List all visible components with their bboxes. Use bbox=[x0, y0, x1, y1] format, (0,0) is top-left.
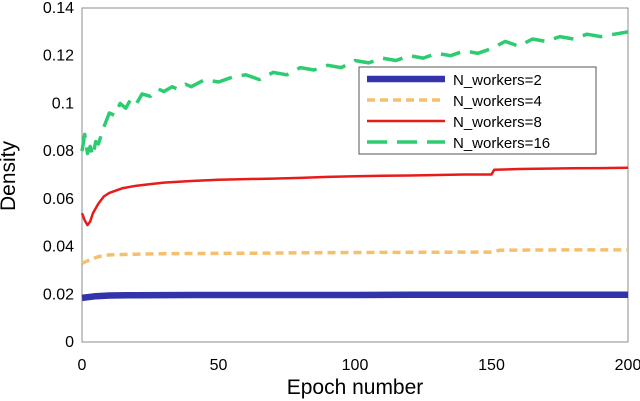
series-line-2 bbox=[81, 248, 628, 265]
series-line-3 bbox=[80, 166, 629, 227]
y-axis-ticks: 0 0.02 0.04 0.06 0.08 0.1 0.12 0.14 bbox=[43, 0, 74, 351]
y-axis-title: Density bbox=[0, 140, 20, 211]
y-tick-label: 0.02 bbox=[43, 286, 74, 303]
x-tick-label: 100 bbox=[342, 357, 369, 374]
y-tick-label: 0.14 bbox=[43, 0, 74, 17]
series-line-1 bbox=[81, 291, 628, 302]
legend-label: N_workers=8 bbox=[453, 114, 542, 131]
y-tick-label: 0 bbox=[65, 334, 74, 351]
y-tick-label: 0.1 bbox=[52, 95, 74, 112]
y-tick-label: 0.12 bbox=[43, 48, 74, 65]
plot-frame bbox=[81, 7, 629, 343]
x-tick-label: 50 bbox=[210, 357, 228, 374]
plot-border bbox=[81, 7, 629, 343]
x-axis-title: Epoch number bbox=[287, 376, 424, 399]
x-axis-ticks: 0 50 100 150 200 bbox=[78, 357, 640, 374]
legend-label: N_workers=4 bbox=[453, 93, 542, 110]
series-line-4 bbox=[80, 30, 629, 158]
legend: N_workers=2 N_workers=4 N_workers=8 N_worke… bbox=[358, 66, 597, 155]
legend-label: N_workers=2 bbox=[453, 72, 542, 89]
legend-label: N_workers=16 bbox=[453, 135, 550, 152]
y-tick-label: 0.08 bbox=[43, 143, 74, 160]
x-tick-label: 150 bbox=[478, 357, 505, 374]
x-tick-label: 0 bbox=[78, 357, 87, 374]
y-tick-label: 0.04 bbox=[43, 239, 74, 256]
y-tick-label: 0.06 bbox=[43, 191, 74, 208]
series-layer bbox=[80, 30, 629, 302]
x-tick-label: 200 bbox=[615, 357, 640, 374]
